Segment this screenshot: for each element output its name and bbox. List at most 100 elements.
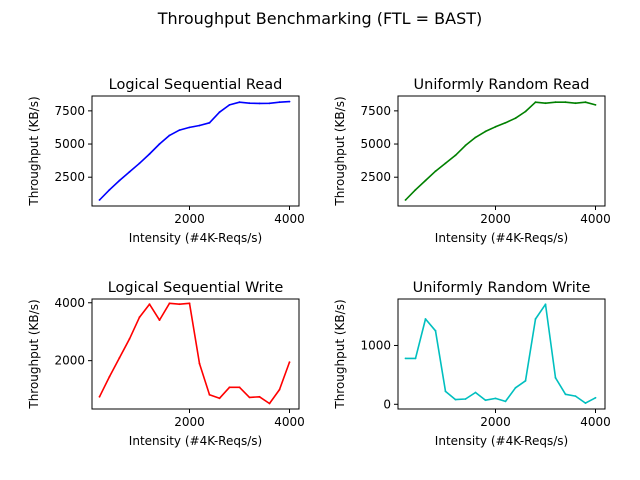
data-point bbox=[464, 144, 467, 147]
data-point bbox=[178, 129, 181, 132]
axes-frame bbox=[397, 298, 606, 410]
x-tick-label: 2000 bbox=[480, 415, 511, 429]
data-point bbox=[198, 124, 201, 127]
data-point bbox=[474, 391, 477, 394]
y-axis-label: Throughput (KB/s) bbox=[27, 299, 41, 409]
subplot-title: Logical Sequential Write bbox=[108, 280, 284, 296]
data-point bbox=[268, 402, 271, 405]
x-tick-label: 4000 bbox=[580, 212, 611, 226]
data-point bbox=[584, 402, 587, 404]
data-point bbox=[118, 179, 121, 182]
data-point bbox=[248, 102, 251, 105]
data-point bbox=[594, 104, 597, 106]
x-axis-label: Intensity (#4K-Reqs/s) bbox=[129, 434, 262, 448]
data-point bbox=[524, 110, 527, 113]
data-point bbox=[414, 188, 417, 191]
subplot-uniformly-random-read: Uniformly Random Read 2000 4000 2500 5000 750… bbox=[333, 77, 611, 245]
data-point bbox=[494, 125, 497, 128]
y-axis-label: Throughput (KB/s) bbox=[27, 96, 41, 206]
data-point bbox=[484, 399, 487, 402]
data-point bbox=[534, 318, 537, 320]
data-point bbox=[138, 316, 141, 319]
data-point bbox=[98, 395, 101, 398]
data-point bbox=[158, 143, 161, 145]
series-line bbox=[98, 302, 291, 405]
data-point bbox=[248, 396, 251, 399]
data-point bbox=[208, 121, 211, 124]
data-point bbox=[118, 356, 121, 359]
subplot-logical-sequential-write: Logical Sequential Write 2000 4000 2000 4000… bbox=[27, 280, 305, 448]
data-point bbox=[168, 302, 171, 305]
series-line bbox=[404, 101, 596, 201]
data-point bbox=[128, 338, 131, 340]
data-point bbox=[238, 386, 241, 389]
data-point bbox=[258, 395, 261, 398]
data-point bbox=[228, 386, 231, 389]
data-point bbox=[594, 396, 597, 399]
data-point bbox=[218, 397, 221, 400]
data-point bbox=[544, 102, 547, 105]
data-point bbox=[148, 153, 151, 155]
y-tick-label: 5000 bbox=[54, 137, 85, 151]
data-point bbox=[158, 319, 161, 321]
axes-frame bbox=[91, 298, 300, 410]
y-tick-label: 2500 bbox=[54, 170, 85, 184]
data-point bbox=[424, 179, 427, 182]
x-tick-label: 2000 bbox=[174, 415, 205, 429]
y-axis-label: Throughput (KB/s) bbox=[333, 299, 347, 409]
data-point bbox=[504, 400, 507, 403]
x-tick-label: 2000 bbox=[480, 212, 511, 226]
x-axis-label: Intensity (#4K-Reqs/s) bbox=[435, 231, 568, 245]
series-line bbox=[98, 100, 290, 201]
figure-title: Throughput Benchmarking (FTL = BAST) bbox=[157, 9, 483, 28]
x-tick-label: 2000 bbox=[174, 212, 205, 226]
data-point bbox=[554, 376, 557, 379]
subplot-logical-sequential-read: Logical Sequential Read 2000 4000 2500 5000 7… bbox=[27, 77, 305, 245]
x-tick-label: 4000 bbox=[580, 415, 611, 429]
data-point bbox=[278, 388, 281, 391]
data-point bbox=[208, 393, 211, 396]
data-point bbox=[424, 318, 427, 320]
data-point bbox=[484, 130, 487, 133]
axes-frame bbox=[397, 95, 606, 207]
data-point bbox=[514, 117, 517, 120]
data-point bbox=[454, 398, 457, 401]
y-tick-label: 7500 bbox=[54, 104, 85, 118]
y-tick-label: 1000 bbox=[360, 338, 391, 352]
data-point bbox=[278, 101, 281, 104]
data-point bbox=[404, 199, 407, 201]
y-tick-label: 2500 bbox=[360, 170, 391, 184]
data-point bbox=[128, 171, 131, 173]
data-point bbox=[108, 188, 111, 191]
data-point bbox=[268, 102, 271, 105]
data-point bbox=[564, 393, 567, 396]
data-point bbox=[288, 361, 291, 363]
y-axis-label: Throughput (KB/s) bbox=[333, 96, 347, 206]
data-point bbox=[404, 357, 407, 360]
data-point bbox=[494, 397, 497, 400]
data-point bbox=[574, 395, 577, 397]
data-point bbox=[218, 111, 221, 114]
data-point bbox=[258, 102, 261, 105]
data-point bbox=[188, 126, 191, 129]
subplot-title: Uniformly Random Write bbox=[413, 280, 591, 296]
x-axis-label: Intensity (#4K-Reqs/s) bbox=[435, 434, 568, 448]
x-axis-label: Intensity (#4K-Reqs/s) bbox=[129, 231, 262, 245]
data-point bbox=[554, 101, 557, 104]
x-tick-label: 4000 bbox=[274, 212, 305, 226]
data-point bbox=[584, 101, 587, 104]
y-tick-label: 2000 bbox=[54, 354, 85, 368]
data-point bbox=[544, 303, 547, 306]
data-point bbox=[148, 303, 151, 306]
data-point bbox=[504, 121, 507, 124]
data-point bbox=[434, 170, 437, 173]
data-point bbox=[138, 162, 141, 165]
subplot-title: Logical Sequential Read bbox=[109, 77, 283, 93]
data-point bbox=[564, 101, 567, 104]
data-point bbox=[464, 398, 467, 400]
data-point bbox=[98, 199, 101, 201]
data-point bbox=[534, 101, 537, 104]
y-tick-label: 4000 bbox=[54, 296, 85, 310]
data-point bbox=[514, 386, 517, 389]
